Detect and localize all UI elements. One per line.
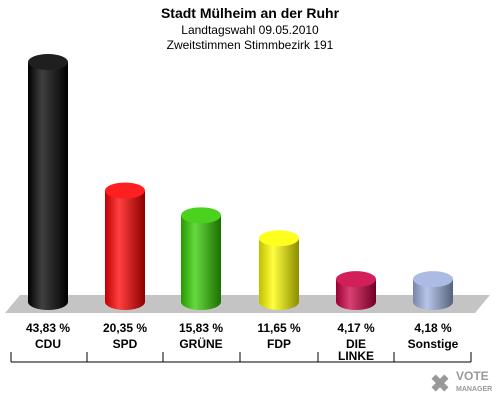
bar-top-sonstige [413,271,453,288]
bar-body-die-linke [336,279,376,310]
bar-die-linke [336,271,376,310]
bar-body-gr-ne [181,215,221,310]
value-label-cdu: 43,83 % [26,321,70,335]
logo-text-vote: VOTE [456,369,489,383]
category-label-fdp: FDP [267,337,291,351]
label-group: 43,83 % CDU 20,35 % SPD 15,83 %GRÜNE 11,65 % F… [26,321,459,363]
bar-top-cdu [28,54,68,70]
bar-gr-ne [181,207,221,310]
chart-subtitle-line-1: Landtagswahl 09.05.2010 [181,23,319,37]
bar-top-die-linke [336,271,376,288]
category-axis [10,352,472,363]
bar-top-spd [105,182,145,199]
bar-body-fdp [259,238,299,310]
chart-title: Stadt Mülheim an der Ruhr [161,5,340,21]
bar-body-cdu [28,62,68,310]
bar-top-fdp [259,230,299,247]
value-label-spd: 20,35 % [103,321,147,335]
value-label-gr-ne: 15,83 % [179,321,223,335]
chart-subtitle-line-2: Zweitstimmen Stimmbezirk 191 [167,38,334,52]
category-label-cdu: CDU [35,337,61,351]
bar-fdp [259,230,299,310]
category-label-die-linke-2: LINKE [338,349,374,363]
category-label-gr-ne: GRÜNE [179,336,222,351]
bar-sonstige [413,271,453,310]
bar-body-spd [105,190,145,310]
bar-cdu [28,54,68,310]
category-label-die-linke-1: DIE [346,337,366,351]
value-label-die-linke: 4,17 % [337,321,375,335]
bar-spd [105,182,145,310]
bar-top-gr-ne [181,207,221,224]
logo-text-manager: MANAGER [456,386,492,393]
category-label-sonstige: Sonstige [408,337,459,351]
logo-mark-icon [431,374,449,392]
value-label-sonstige: 4,18 % [414,321,452,335]
bar-group [28,54,453,310]
bar-body-sonstige [413,279,453,310]
value-label-fdp: 11,65 % [257,321,301,335]
vote-manager-logo: VOTE MANAGER [431,369,492,393]
category-label-spd: SPD [113,337,138,351]
